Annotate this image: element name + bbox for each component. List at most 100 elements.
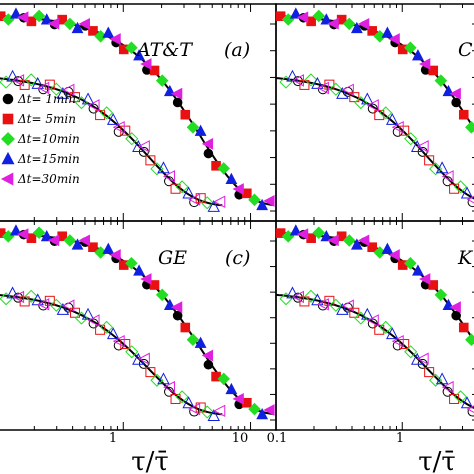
data-point <box>419 273 431 285</box>
data-point <box>17 11 29 24</box>
data-point <box>125 132 139 146</box>
data-point <box>416 140 429 153</box>
data-point <box>286 69 299 82</box>
data-point <box>163 380 175 394</box>
data-point <box>232 392 244 405</box>
data-point <box>404 256 417 270</box>
legend-marker-0 <box>2 93 14 105</box>
data-point <box>201 138 214 150</box>
data-point <box>62 299 75 312</box>
x-axis-label-d: τ/τ̄ <box>418 447 456 474</box>
data-point <box>312 226 326 240</box>
series-3-points <box>10 7 269 211</box>
legend-marker-3 <box>1 151 15 165</box>
series-1-points <box>19 79 206 204</box>
data-point <box>449 183 460 194</box>
data-point <box>195 193 206 204</box>
data-point <box>299 296 310 307</box>
data-point <box>296 228 309 241</box>
legend-label-2: Δt=10min <box>17 132 80 146</box>
legend-marker-2 <box>1 132 15 146</box>
data-point <box>410 352 424 365</box>
series-0-points <box>292 292 474 417</box>
data-point <box>95 110 106 121</box>
data-point <box>357 234 370 247</box>
data-point <box>374 110 385 121</box>
data-point <box>349 92 360 103</box>
data-point <box>203 148 214 159</box>
fit-curve <box>275 293 474 409</box>
data-point <box>56 86 70 99</box>
series-0-points <box>298 12 461 108</box>
data-point <box>412 49 424 61</box>
labels-group: AT&T (a) C GE (c) K 1 10 0.1 1 τ/τ̄ τ/τ̄ <box>109 39 474 474</box>
data-point <box>449 87 461 100</box>
data-point <box>120 339 131 350</box>
data-point <box>279 292 293 306</box>
data-point <box>81 307 95 320</box>
data-point <box>186 333 200 346</box>
series-3-points <box>10 224 269 420</box>
data-point <box>145 367 156 378</box>
data-point <box>248 402 261 416</box>
data-point <box>102 26 115 38</box>
data-point <box>366 99 379 112</box>
data-point <box>466 405 474 413</box>
data-point <box>320 13 333 25</box>
data-point <box>132 140 145 152</box>
data-point <box>349 307 360 318</box>
data-point <box>279 75 293 89</box>
data-point <box>69 92 80 103</box>
data-point <box>203 359 214 370</box>
data-point <box>88 26 98 36</box>
data-point <box>175 180 189 194</box>
data-point <box>133 264 145 276</box>
data-point <box>454 180 468 194</box>
data-point <box>10 224 22 236</box>
data-point <box>194 124 207 136</box>
series-4-points <box>292 74 474 204</box>
data-point <box>357 18 370 30</box>
data-point <box>327 17 339 30</box>
series-1-points <box>275 228 469 333</box>
data-point <box>37 81 50 95</box>
data-point <box>217 372 230 386</box>
data-point <box>232 183 244 195</box>
data-point <box>435 161 449 174</box>
series-2-points <box>279 73 468 194</box>
series-4-points <box>292 290 474 413</box>
data-point <box>435 372 449 385</box>
data-point <box>194 336 207 348</box>
series-3-points <box>289 7 455 97</box>
data-point <box>170 393 181 404</box>
data-point <box>81 92 95 105</box>
data-point <box>465 121 474 134</box>
data-point <box>106 112 120 125</box>
fit-curve <box>0 232 274 415</box>
data-point <box>145 155 156 166</box>
data-point <box>289 7 302 19</box>
data-point <box>451 97 461 108</box>
legend-label-0: Δt= 1min <box>17 92 76 106</box>
data-point <box>170 301 183 314</box>
series-1-points <box>299 79 460 194</box>
x-axis-label-c: τ/τ̄ <box>131 447 169 474</box>
data-point <box>374 324 385 335</box>
data-point <box>225 382 238 395</box>
data-point <box>292 74 304 87</box>
data-point <box>354 311 368 325</box>
data-point <box>109 33 121 45</box>
data-point <box>381 242 394 254</box>
data-point <box>47 234 60 247</box>
data-point <box>19 79 30 90</box>
series-4-points <box>12 290 226 418</box>
data-point <box>410 140 424 152</box>
series-3-points <box>286 286 474 409</box>
data-point <box>78 234 90 247</box>
data-point <box>125 345 139 359</box>
data-point <box>112 334 125 348</box>
data-point <box>49 82 63 96</box>
series-2-points <box>2 9 261 207</box>
panel-c-title: GE <box>158 247 187 269</box>
